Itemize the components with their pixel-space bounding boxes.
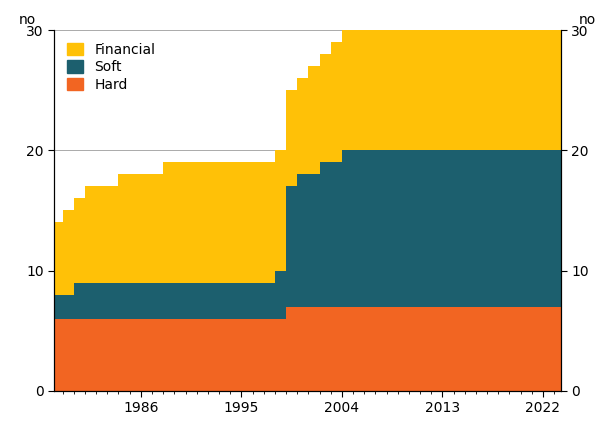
- Legend: Financial, Soft, Hard: Financial, Soft, Hard: [62, 37, 161, 97]
- Text: no: no: [19, 13, 36, 27]
- Text: no: no: [579, 13, 596, 27]
